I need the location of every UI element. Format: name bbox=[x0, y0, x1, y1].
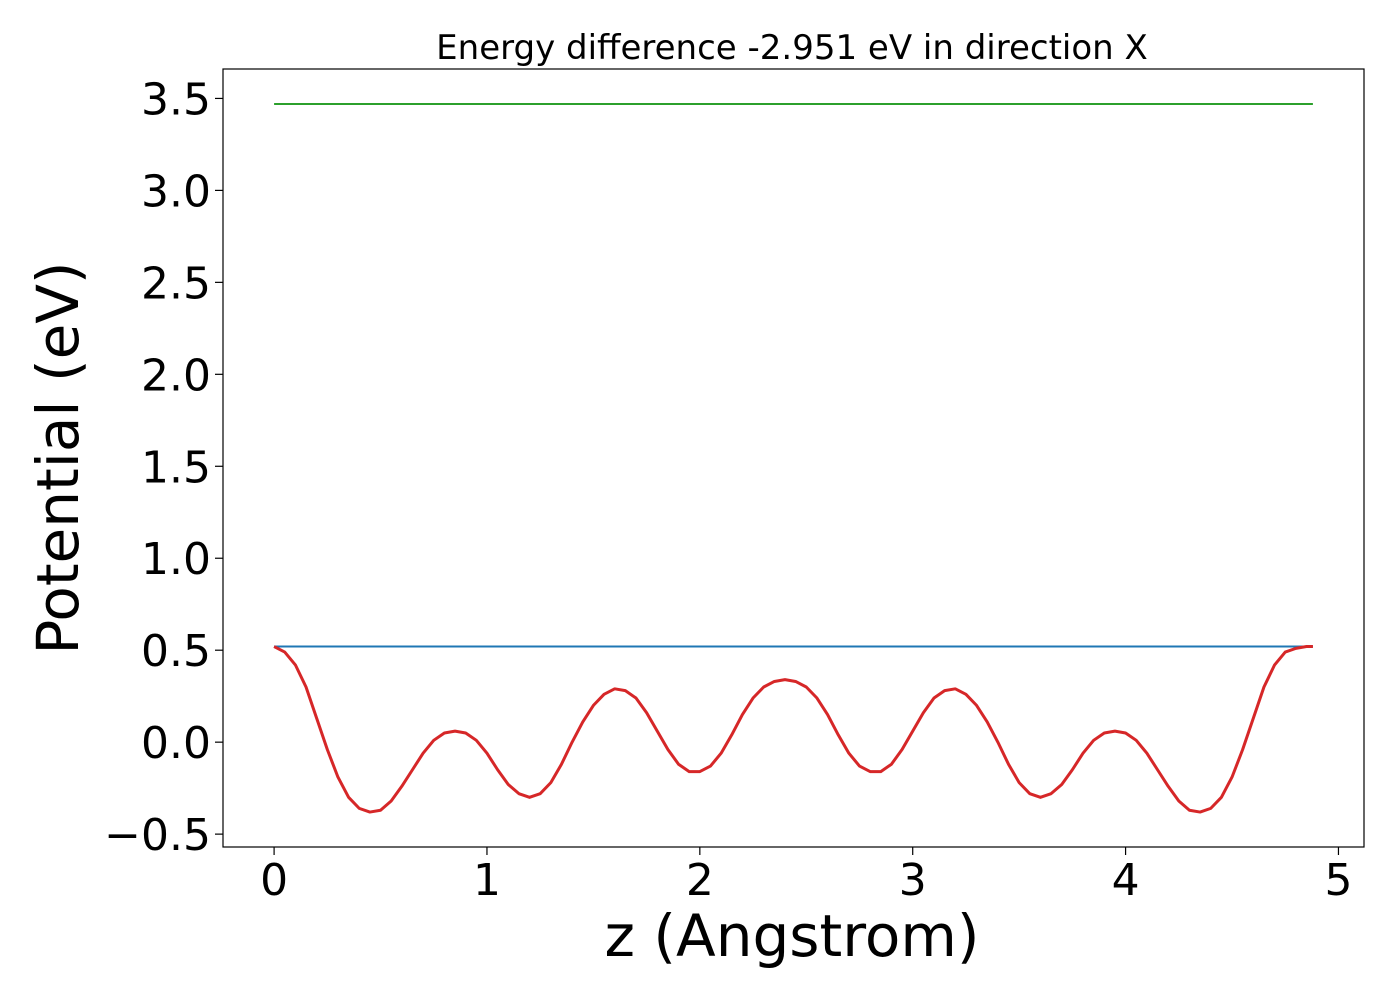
plot-frame bbox=[222, 68, 1365, 848]
y-tick-label: 3.0 bbox=[141, 166, 211, 217]
y-tick-label: 0.5 bbox=[141, 626, 211, 677]
y-tick-label: 0.0 bbox=[141, 718, 211, 769]
chart-title: Energy difference -2.951 eV in direction… bbox=[436, 28, 1148, 68]
x-tick-label: 4 bbox=[1112, 855, 1140, 906]
y-axis-label: Potential (eV) bbox=[24, 261, 92, 654]
y-tick-label: 1.5 bbox=[141, 442, 211, 493]
x-tick-label: 5 bbox=[1324, 855, 1352, 906]
x-tick-label: 1 bbox=[473, 855, 501, 906]
y-axis-ticks: −0.5 0.0 0.5 1.0 1.5 2.0 2.5 3.0 3.5 bbox=[104, 74, 223, 861]
x-tick-label: 3 bbox=[899, 855, 927, 906]
x-tick-label: 0 bbox=[260, 855, 288, 906]
x-axis-ticks: 0 1 2 3 4 5 bbox=[260, 847, 1352, 906]
y-tick-label: −0.5 bbox=[104, 810, 211, 861]
y-tick-label: 3.5 bbox=[141, 74, 211, 125]
x-tick-label: 2 bbox=[686, 855, 714, 906]
series-line-2 bbox=[273, 645, 1313, 814]
y-tick-label: 2.5 bbox=[141, 258, 211, 309]
series-layer bbox=[273, 102, 1313, 814]
y-tick-label: 2.0 bbox=[141, 350, 211, 401]
y-tick-label: 1.0 bbox=[141, 534, 211, 585]
x-axis-label: z (Angstrom) bbox=[605, 902, 980, 970]
